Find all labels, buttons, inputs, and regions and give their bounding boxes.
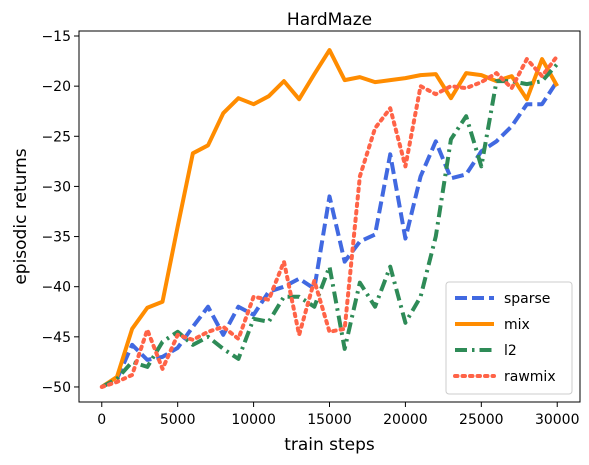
legend-label-rawmix: rawmix	[504, 369, 556, 385]
legend-label-l2: l2	[504, 343, 517, 359]
y-tick-label: −25	[41, 129, 71, 145]
x-tick-label: 10000	[231, 412, 276, 428]
legend-label-sparse: sparse	[504, 291, 550, 307]
x-axis-label: train steps	[284, 435, 375, 455]
x-tick-label: 30000	[535, 412, 580, 428]
chart-title: HardMaze	[287, 10, 372, 30]
y-axis-label: episodic returns	[11, 148, 31, 284]
x-axis: 0 5000 10000 15000 20000 25000 30000	[97, 402, 579, 428]
y-axis: −50 −45 −40 −35 −30 −25 −20 −15	[41, 29, 79, 396]
legend-label-mix: mix	[504, 317, 530, 333]
y-tick-label: −35	[41, 230, 71, 246]
x-tick-label: 0	[97, 412, 106, 428]
y-tick-label: −30	[41, 179, 71, 195]
y-tick-label: −50	[41, 380, 71, 396]
x-tick-label: 25000	[459, 412, 504, 428]
y-tick-label: −15	[41, 29, 71, 45]
x-tick-label: 15000	[307, 412, 352, 428]
x-tick-label: 20000	[383, 412, 428, 428]
y-tick-label: −20	[41, 79, 71, 95]
legend: sparse mix l2 rawmix	[446, 282, 572, 394]
y-tick-label: −45	[41, 330, 71, 346]
y-tick-label: −40	[41, 280, 71, 296]
x-tick-label: 5000	[160, 412, 196, 428]
